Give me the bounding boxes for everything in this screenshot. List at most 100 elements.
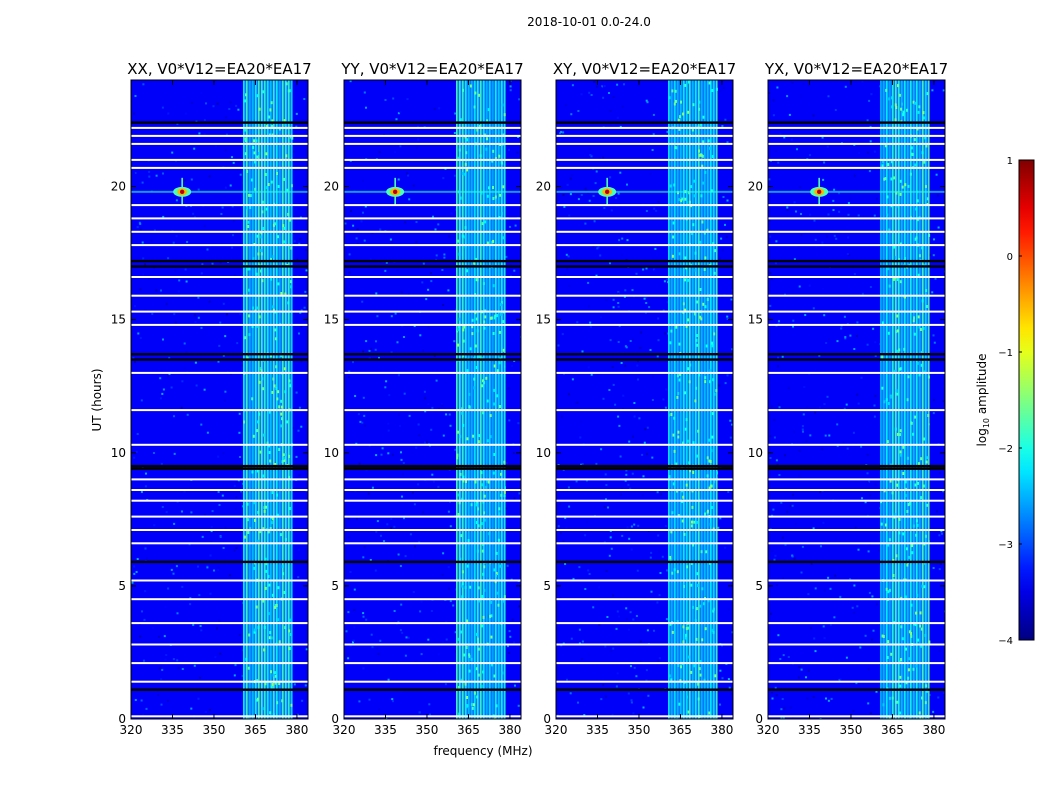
flagged-row [131,579,308,582]
colorbar-tick-label: −2 [998,444,1013,455]
flagged-row [344,371,521,374]
source-core [179,189,185,195]
y-tick-label: 10 [536,446,551,460]
flagged-row [344,598,521,601]
y-tick-label: 0 [755,712,763,726]
rfi-stripe [916,80,918,719]
panel-yy: YY, V0*V12=EA20*EA17 320 335 350 365 380 0 5 10 1… [324,60,524,737]
y-tick-label: 10 [111,446,126,460]
flagged-row [131,622,308,625]
rfi-stripe [270,80,272,719]
flagged-row [131,244,308,247]
y-tick-label: 20 [111,180,126,194]
rfi-stripe [913,80,915,719]
y-tick-label: 0 [331,712,339,726]
panel-title: XY, V0*V12=EA20*EA17 [553,60,736,78]
flagged-row [131,499,308,502]
flagged-row [556,489,733,491]
flagged-row [131,515,308,518]
flagged-row [131,294,308,297]
flagged-row [344,126,521,129]
spectrogram-image [556,80,733,719]
flagged-row [768,622,945,625]
rfi-stripe [462,80,464,719]
flagged-row [556,244,733,247]
gap-row [131,121,308,124]
flagged-row [344,643,521,646]
colorbar-tick-label: −3 [998,540,1013,551]
rfi-stripe [710,80,712,719]
flagged-row [768,230,945,233]
flagged-row [131,443,308,446]
gap-row [768,560,945,564]
gap-row [768,353,945,356]
flagged-row [131,204,308,207]
rfi-stripe [474,80,476,719]
flagged-row [344,276,521,278]
gap-row [768,259,945,263]
x-tick-label: 335 [374,723,397,737]
colorbar: 1 0 −1 −2 −3 −4 log10 amplitude [975,156,1035,647]
y-axis-label: UT (hours) [90,368,104,431]
colorbar-label: log10 amplitude [975,354,991,447]
figure-suptitle: 2018-10-01 0.0-24.0 [527,15,651,29]
gap-row [344,121,521,124]
rfi-stripe [883,80,885,719]
spectrogram-image [344,80,521,719]
flagged-row [344,134,521,137]
flagged-row [131,158,308,161]
rfi-stripe [686,80,688,719]
panel-frame [130,79,309,720]
gap-row [131,259,308,263]
gap-row [344,467,521,470]
x-tick-label: 350 [840,723,863,737]
flagged-row [556,529,733,531]
rfi-stripe [898,80,900,719]
panel-xy: XY, V0*V12=EA20*EA17 320 335 350 365 380 0 5 10 1… [536,60,736,737]
flagged-row [556,499,733,502]
rfi-stripe [692,80,694,719]
rfi-stripe [707,80,709,719]
spectrogram-image [768,80,945,719]
panel-frame [555,79,734,720]
rfi-stripe [716,80,718,719]
rfi-stripe [267,80,269,719]
rfi-stripe [249,80,251,719]
y-tick-label: 20 [324,180,339,194]
flagged-row [768,443,945,446]
colorbar-tick-label: 0 [1007,252,1013,263]
x-tick-label: 380 [710,723,733,737]
flagged-row [131,643,308,646]
flagged-row [344,310,521,313]
flagged-row [344,158,521,161]
x-tick-label: 365 [457,723,480,737]
x-tick-label: 320 [545,723,568,737]
rfi-stripe [671,80,673,719]
x-tick-label: 365 [881,723,904,737]
gap-row [768,464,945,468]
rfi-stripe [892,80,894,719]
panel-frame [767,79,946,720]
rfi-stripe [683,80,685,719]
rfi-stripe [904,80,906,719]
flagged-row [131,230,308,233]
flagged-row [131,662,308,665]
y-tick-label: 20 [536,180,551,194]
x-axis-label: frequency (MHz) [433,744,532,758]
colorbar-tick-label: −1 [998,348,1013,359]
rfi-stripe [258,80,260,719]
flagged-row [344,478,521,481]
rfi-stripe [689,80,691,719]
flagged-row [556,310,733,313]
panel-yx: YX, V0*V12=EA20*EA17 320 335 350 365 380 0 5 10 1… [748,60,948,737]
y-tick-label: 15 [111,313,126,327]
flagged-row [131,489,308,491]
flagged-row [768,142,945,145]
panel-title: YX, V0*V12=EA20*EA17 [764,60,948,78]
flagged-row [131,217,308,220]
flagged-row [131,478,308,481]
gap-row [556,358,733,361]
gap-row [131,358,308,361]
flagged-row [556,598,733,601]
